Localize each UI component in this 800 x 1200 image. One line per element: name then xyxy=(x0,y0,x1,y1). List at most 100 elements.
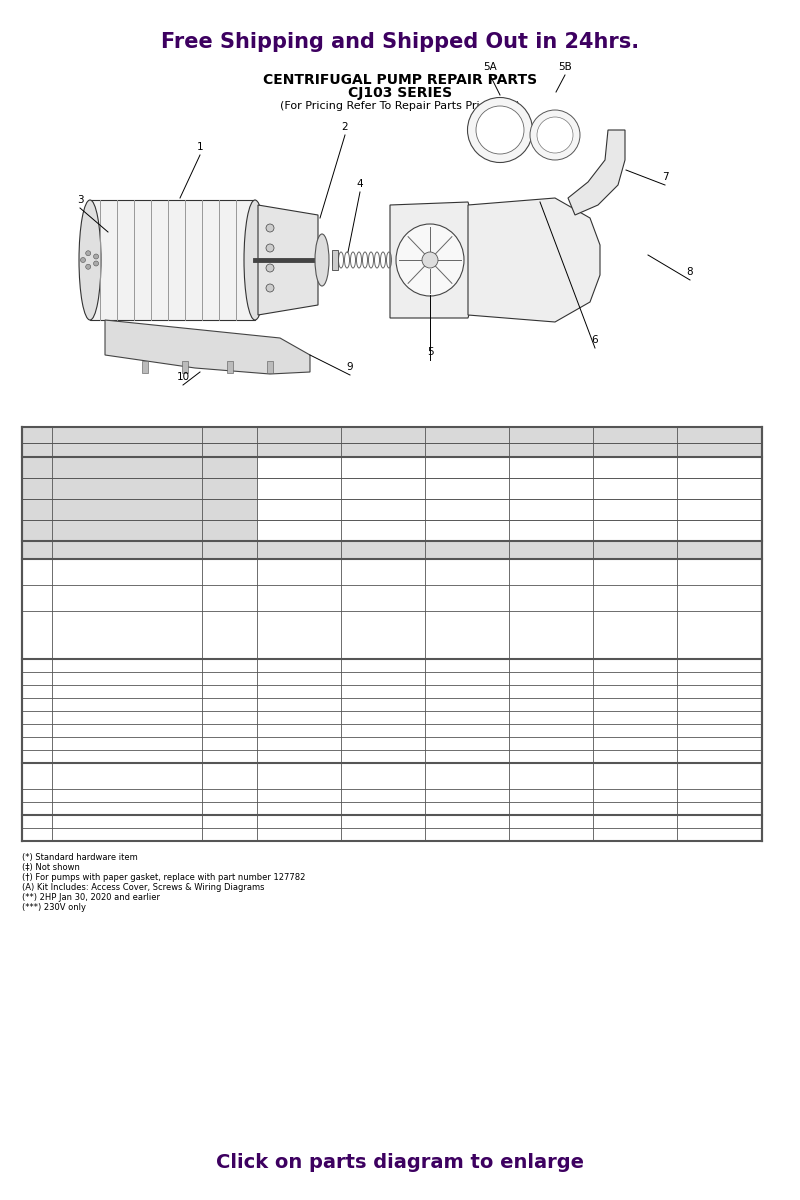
Bar xyxy=(52,541,202,559)
Text: 1/3: 1/3 xyxy=(290,430,307,440)
Text: 1: 1 xyxy=(296,445,302,455)
Text: Impeller - Plastic: Impeller - Plastic xyxy=(55,726,126,734)
Text: STAGE: STAGE xyxy=(212,445,247,455)
Text: N/A: N/A xyxy=(627,791,642,800)
Bar xyxy=(22,737,762,750)
Text: QTY.: QTY. xyxy=(498,545,522,554)
Text: CJ103201: CJ103201 xyxy=(699,463,739,472)
Bar xyxy=(341,478,425,499)
Circle shape xyxy=(86,251,90,256)
Text: 021279: 021279 xyxy=(619,726,651,734)
Text: Seal, Rotary w/Spring: Seal, Rotary w/Spring xyxy=(55,700,147,709)
Text: 1: 1 xyxy=(717,674,722,683)
Text: 4: 4 xyxy=(717,686,722,696)
Bar xyxy=(22,427,762,443)
Text: 1: 1 xyxy=(296,674,302,683)
Text: 3**: 3** xyxy=(711,430,728,440)
Text: 3: 3 xyxy=(77,194,83,205)
Text: 4: 4 xyxy=(464,804,470,814)
Text: Pipe Plugs, 1/8" NPT: Pipe Plugs, 1/8" NPT xyxy=(55,804,142,814)
Circle shape xyxy=(81,258,86,263)
Text: 10: 10 xyxy=(31,830,42,839)
Text: 98J105: 98J105 xyxy=(369,568,398,576)
Text: CJ103P103: CJ103P103 xyxy=(528,526,574,535)
Bar xyxy=(52,478,202,499)
Text: CJ103P073: CJ103P073 xyxy=(444,526,490,535)
Bar xyxy=(202,457,257,541)
Text: CENTRIFUGAL PUMP REPAIR PARTS: CENTRIFUGAL PUMP REPAIR PARTS xyxy=(263,73,537,86)
Text: CJ103P151: CJ103P151 xyxy=(613,505,658,514)
Text: CJ103073: CJ103073 xyxy=(447,484,487,493)
Bar xyxy=(90,200,255,320)
Text: 98J615***: 98J615*** xyxy=(614,568,656,576)
Bar xyxy=(22,698,762,710)
Text: Suction Clearance Ring-Brass: Suction Clearance Ring-Brass xyxy=(55,791,182,800)
Text: (*) Standard hardware item: (*) Standard hardware item xyxy=(22,853,138,862)
Text: 1: 1 xyxy=(464,700,470,709)
Bar xyxy=(52,457,202,478)
Text: 1: 1 xyxy=(548,674,554,683)
Text: 98J115: 98J115 xyxy=(621,594,650,602)
Text: 4: 4 xyxy=(464,686,470,696)
Text: 10: 10 xyxy=(177,372,190,382)
Text: 1: 1 xyxy=(296,661,302,670)
Text: Motor, Nema J - 3PH
  Jan 30, 2020 and earlier
  Motor Access Cover
  Screws, Ac: Motor, Nema J - 3PH Jan 30, 2020 and ear… xyxy=(55,614,164,655)
Text: N/A: N/A xyxy=(291,739,306,748)
Text: 4: 4 xyxy=(632,817,638,826)
Text: CJ103P053: CJ103P053 xyxy=(360,526,406,535)
Bar xyxy=(425,457,509,478)
Text: Hex Hd. Cap Screws 3/8 x 1": Hex Hd. Cap Screws 3/8 x 1" xyxy=(55,817,178,826)
Bar xyxy=(22,828,762,841)
Bar xyxy=(22,685,762,698)
Text: SINGLE PHASE
PLASTIC IMPELLER: SINGLE PHASE PLASTIC IMPELLER xyxy=(83,499,170,520)
Text: 127870
1: 127870 1 xyxy=(367,767,399,786)
Bar xyxy=(509,499,593,520)
Text: 1: 1 xyxy=(632,661,638,670)
Text: 127806: 127806 xyxy=(619,713,651,722)
Text: 127869A: 127869A xyxy=(364,791,402,800)
Text: SINGLE PHASE
BRASS IMPELLER: SINGLE PHASE BRASS IMPELLER xyxy=(87,457,166,478)
Text: 8: 8 xyxy=(686,266,694,277)
Text: 1: 1 xyxy=(296,700,302,709)
Text: 138138: 138138 xyxy=(367,739,399,748)
Circle shape xyxy=(266,264,274,272)
Text: 1: 1 xyxy=(632,674,638,683)
Text: THREE PHASE
PLASTIC IMPELLER: THREE PHASE PLASTIC IMPELLER xyxy=(83,521,170,540)
Text: 1: 1 xyxy=(296,752,302,761)
Bar xyxy=(341,499,425,520)
Bar xyxy=(257,541,762,559)
Text: 5: 5 xyxy=(426,347,434,358)
Text: 134240: 134240 xyxy=(451,739,483,748)
Text: 126905: 126905 xyxy=(214,661,246,670)
Circle shape xyxy=(94,254,98,259)
Ellipse shape xyxy=(315,234,329,286)
Text: N/A: N/A xyxy=(712,791,727,800)
Ellipse shape xyxy=(396,224,464,296)
Bar xyxy=(22,559,762,584)
Text: PART
NO.: PART NO. xyxy=(217,540,242,559)
Text: CJ103151: CJ103151 xyxy=(615,463,655,472)
Text: 1: 1 xyxy=(380,752,386,761)
Text: 1: 1 xyxy=(717,752,722,761)
Text: 1: 1 xyxy=(548,445,554,455)
Text: 131100: 131100 xyxy=(214,700,246,709)
Text: Clearance Ring: Clearance Ring xyxy=(55,739,121,748)
Bar xyxy=(677,499,762,520)
Text: ‡: ‡ xyxy=(34,791,39,800)
Text: 1: 1 xyxy=(717,661,722,670)
Polygon shape xyxy=(105,320,310,374)
Text: (For Pricing Refer To Repair Parts Price List): (For Pricing Refer To Repair Parts Price… xyxy=(280,101,520,110)
Text: 4: 4 xyxy=(296,804,302,814)
Bar xyxy=(425,520,509,541)
Text: 98J305
1
2: 98J305 1 2 xyxy=(369,620,398,650)
Text: 134240: 134240 xyxy=(535,739,567,748)
Bar xyxy=(425,499,509,520)
Text: 127804: 127804 xyxy=(535,713,567,722)
Text: 98J610***: 98J610*** xyxy=(530,568,572,576)
Bar xyxy=(593,478,677,499)
Text: 1: 1 xyxy=(380,830,386,839)
Bar xyxy=(52,499,202,520)
Text: 98J310
1
2: 98J310 1 2 xyxy=(537,620,566,650)
Text: (†) For pumps with paper gasket, replace with part number 127782: (†) For pumps with paper gasket, replace… xyxy=(22,874,306,882)
Text: MODEL
NO.: MODEL NO. xyxy=(210,488,249,510)
